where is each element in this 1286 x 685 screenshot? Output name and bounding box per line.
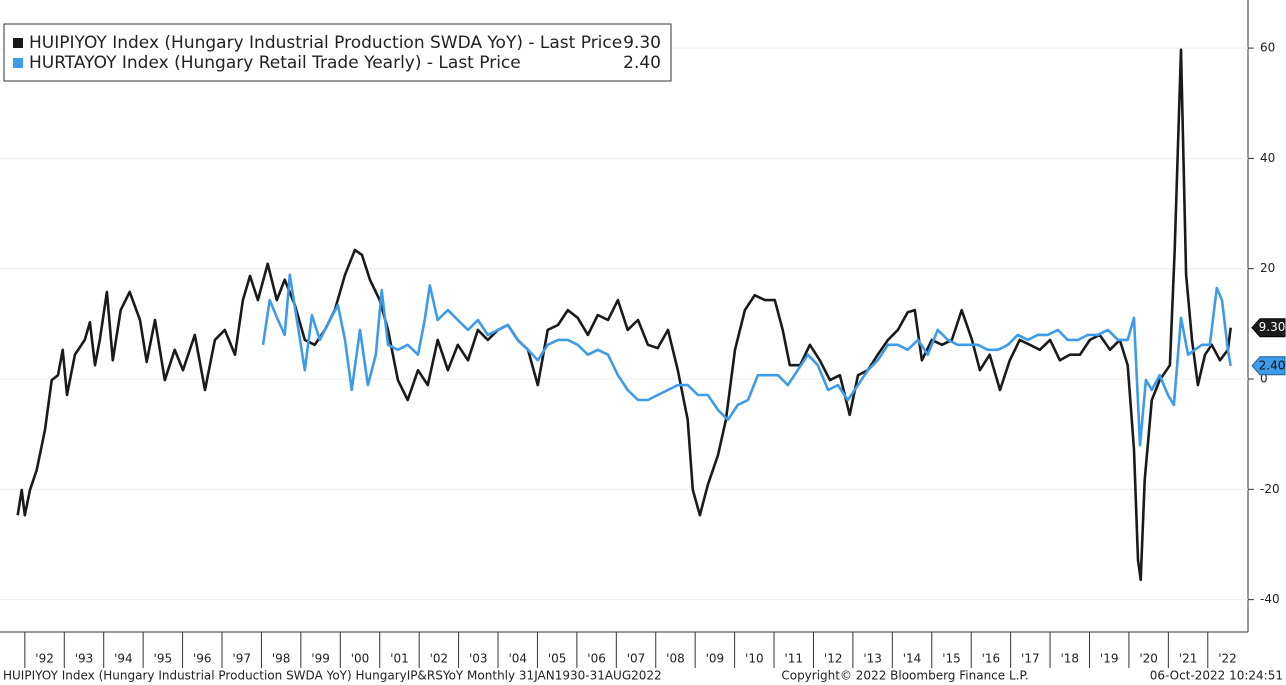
legend-box <box>3 23 672 82</box>
x-tick-label: '14 <box>903 652 922 666</box>
series-line <box>16 48 1232 582</box>
x-tick-label: '95 <box>154 652 173 666</box>
x-tick-label: '16 <box>982 652 1001 666</box>
footer-left: HUIPIYOY Index (Hungary Industrial Produ… <box>3 669 662 683</box>
x-tick-label: '13 <box>863 652 882 666</box>
x-tick-label: '93 <box>75 652 94 666</box>
x-tick-label: '22 <box>1218 652 1237 666</box>
x-tick-label: '19 <box>1100 652 1119 666</box>
x-tick-label: '01 <box>390 652 409 666</box>
last-price-label: 9.30 <box>1259 320 1286 334</box>
last-price-tag <box>1251 356 1286 376</box>
x-tick-label: '92 <box>35 652 54 666</box>
last-price-tag <box>1251 318 1286 338</box>
x-tick-label: '11 <box>784 652 803 666</box>
y-tick-label: 60 <box>1260 41 1275 55</box>
x-tick-label: '99 <box>311 652 330 666</box>
legend-swatch <box>13 38 23 48</box>
x-tick-label: '21 <box>1179 652 1198 666</box>
x-tick-label: '08 <box>666 652 685 666</box>
x-tick-label: '10 <box>745 652 764 666</box>
x-tick-label: '18 <box>1060 652 1079 666</box>
x-tick-label: '02 <box>430 652 449 666</box>
x-tick-label: '09 <box>706 652 725 666</box>
legend-price: 9.30 <box>623 33 661 53</box>
y-tick-label: -40 <box>1260 592 1280 606</box>
x-tick-label: '96 <box>193 652 212 666</box>
y-tick-label: 20 <box>1260 261 1275 275</box>
x-tick-label: '05 <box>548 652 567 666</box>
x-tick-label: '94 <box>114 652 133 666</box>
legend-swatch <box>13 58 23 68</box>
y-tick-label: -20 <box>1260 482 1280 496</box>
legend-label: HUIPIYOY Index (Hungary Industrial Produ… <box>29 33 622 53</box>
footer-right: 06-Oct-2022 10:24:51 <box>1150 669 1283 683</box>
footer-center: Copyright© 2022 Bloomberg Finance L.P. <box>781 669 1028 683</box>
x-tick-label: '12 <box>824 652 843 666</box>
x-tick-label: '15 <box>942 652 961 666</box>
x-tick-label: '20 <box>1139 652 1158 666</box>
x-tick-label: '04 <box>508 652 527 666</box>
x-tick-label: '00 <box>351 652 370 666</box>
legend-price: 2.40 <box>623 53 661 73</box>
x-tick-label: '03 <box>469 652 488 666</box>
x-tick-label: '17 <box>1021 652 1040 666</box>
last-price-label: 2.40 <box>1259 358 1286 372</box>
x-tick-label: '06 <box>587 652 606 666</box>
x-tick-label: '98 <box>272 652 291 666</box>
x-tick-label: '97 <box>232 652 251 666</box>
x-tick-label: '07 <box>627 652 646 666</box>
legend-label: HURTAYOY Index (Hungary Retail Trade Yea… <box>29 53 521 73</box>
y-tick-label: 40 <box>1260 151 1275 165</box>
series-line <box>261 273 1232 447</box>
y-tick-label: 0 <box>1260 372 1268 386</box>
